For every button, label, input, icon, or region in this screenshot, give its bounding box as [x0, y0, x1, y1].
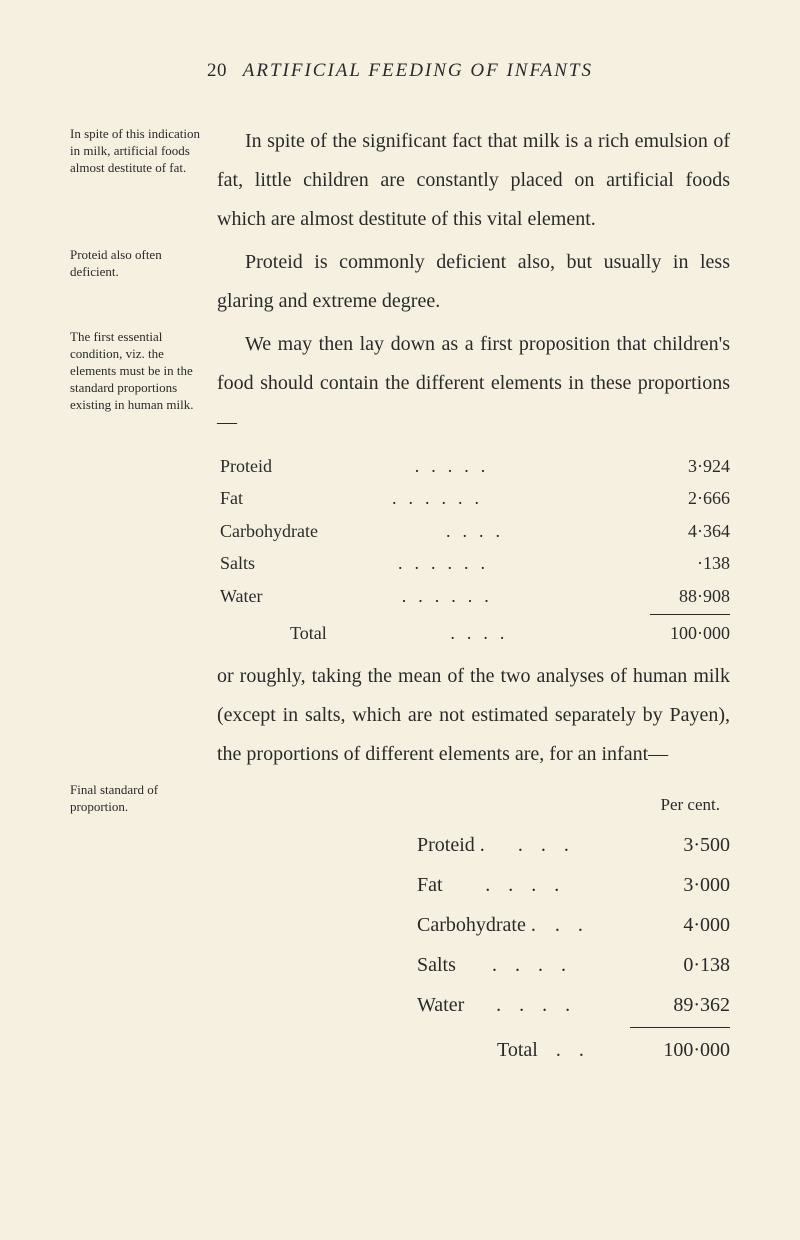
table-row: Fat .... 3·000 [417, 865, 730, 905]
table-label: Salts [220, 547, 255, 579]
section-3: The first essential condition, viz. the … [70, 325, 730, 442]
table-label: Salts [417, 945, 456, 985]
table-label: Proteid . [417, 825, 485, 865]
margin-note-3: The first essential condition, viz. the … [70, 325, 217, 442]
leader-dots: ...... [255, 547, 640, 579]
table-total-label: Total [497, 1030, 538, 1070]
leader-dots: .. [538, 1030, 620, 1070]
table-label: Carbohydrate . [417, 905, 536, 945]
table-label: Fat [220, 482, 243, 514]
body-para-2: Proteid is commonly deficient also, but … [217, 243, 730, 321]
table-label: Water [417, 985, 464, 1025]
leader-dots: .... [456, 945, 620, 985]
table2-header: Per cent. [417, 788, 730, 821]
section-table2: Final standard of proportion. Per cent. … [70, 778, 730, 1070]
leader-dots: .. [536, 905, 620, 945]
table-row: Proteid ..... 3·924 [220, 450, 730, 482]
table-row: Water .... 89·362 [417, 985, 730, 1025]
section-mid: or roughly, taking the mean of the two a… [70, 657, 730, 774]
table-value: 89·362 [620, 985, 730, 1025]
table-value: 2·666 [640, 482, 730, 514]
table-rule [650, 614, 730, 615]
table-row: Carbohydrate . .. 4·000 [417, 905, 730, 945]
page-number: 20 [207, 60, 227, 81]
table-row: Salts .... 0·138 [417, 945, 730, 985]
section-1: In spite of this indication in milk, art… [70, 122, 730, 239]
table-label: Fat [417, 865, 443, 905]
table-rule [630, 1027, 730, 1028]
section-2: Proteid also often deficient. Proteid is… [70, 243, 730, 321]
table-value: 0·138 [620, 945, 730, 985]
leader-dots: .... [327, 617, 640, 649]
table-row: Fat ...... 2·666 [220, 482, 730, 514]
page-container: 20 ARTIFICIAL FEEDING OF INFANTS In spit… [0, 0, 800, 1124]
leader-dots: .... [443, 865, 620, 905]
table-value: 3·924 [640, 450, 730, 482]
table-label: Proteid [220, 450, 272, 482]
leader-dots: ... [485, 825, 620, 865]
table-value: ·138 [640, 547, 730, 579]
table-value: 3·500 [620, 825, 730, 865]
page-title: ARTIFICIAL FEEDING OF INFANTS [243, 60, 593, 81]
margin-note-4: Final standard of proportion. [70, 778, 217, 1070]
margin-note-1: In spite of this indication in milk, art… [70, 122, 217, 239]
table-2: Per cent. Proteid . ... 3·500 Fat .... 3… [417, 788, 730, 1070]
table-total-value: 100·000 [620, 1030, 730, 1070]
table-row: Salts ...... ·138 [220, 547, 730, 579]
leader-dots: ...... [243, 482, 640, 514]
table-label: Carbohydrate [220, 515, 318, 547]
leader-dots: ..... [272, 450, 640, 482]
body-para-1: In spite of the significant fact that mi… [217, 122, 730, 239]
body-para-3: We may then lay down as a first proposit… [217, 325, 730, 442]
body-para-mid: or roughly, taking the mean of the two a… [217, 657, 730, 774]
page-header: 20 ARTIFICIAL FEEDING OF INFANTS [70, 60, 730, 82]
table-total-row: Total .. 100·000 [417, 1030, 730, 1070]
table-label: Water [220, 580, 263, 612]
table-total-value: 100·000 [640, 617, 730, 649]
leader-dots: .... [318, 515, 640, 547]
margin-note-2: Proteid also often deficient. [70, 243, 217, 321]
leader-dots: ...... [263, 580, 640, 612]
table-value: 4·364 [640, 515, 730, 547]
table-value: 4·000 [620, 905, 730, 945]
table-1: Proteid ..... 3·924 Fat ...... 2·666 Car… [220, 450, 730, 649]
table-total-row: Total .... 100·000 [220, 617, 730, 649]
table-row: Carbohydrate .... 4·364 [220, 515, 730, 547]
table2-wrapper: Per cent. Proteid . ... 3·500 Fat .... 3… [217, 778, 730, 1070]
leader-dots: .... [464, 985, 620, 1025]
table-value: 3·000 [620, 865, 730, 905]
table-value: 88·908 [640, 580, 730, 612]
margin-empty [70, 657, 217, 774]
table-total-label: Total [290, 617, 327, 649]
table-row: Proteid . ... 3·500 [417, 825, 730, 865]
table-row: Water ...... 88·908 [220, 580, 730, 612]
